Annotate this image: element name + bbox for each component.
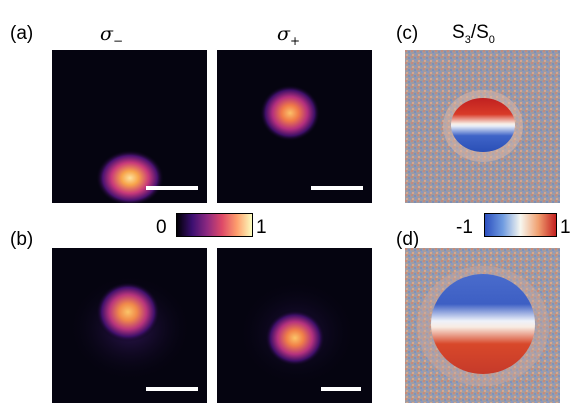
panel-a-sigma-minus-image xyxy=(52,50,207,203)
panel-b-sigma-minus-image xyxy=(52,248,207,403)
scale-bar xyxy=(311,186,363,190)
scale-bar xyxy=(146,387,198,391)
stokes-colorbar-max-label: 1 xyxy=(560,217,571,238)
panel-label-b: (b) xyxy=(10,229,34,250)
panel-label-d: (d) xyxy=(396,229,420,250)
stokes-colorbar-min-label: -1 xyxy=(456,217,473,238)
stokes-colorbar xyxy=(484,213,557,237)
panel-c-stokes-image xyxy=(405,50,560,203)
scale-bar xyxy=(146,186,198,190)
panel-b-sigma-plus-image xyxy=(217,248,372,403)
intensity-colorbar-max-label: 1 xyxy=(256,217,267,238)
panel-label-c: (c) xyxy=(396,23,419,44)
sigma-plus-header: σ+ xyxy=(277,23,301,48)
intensity-colorbar-min-label: 0 xyxy=(156,217,167,238)
scale-bar xyxy=(321,387,361,391)
panel-d-stokes-image xyxy=(405,248,560,403)
sigma-minus-header: σ− xyxy=(100,23,124,48)
panel-a-sigma-plus-image xyxy=(217,50,372,203)
stokes-header: S3/S0 xyxy=(452,22,495,46)
panel-label-a: (a) xyxy=(10,23,34,44)
intensity-colorbar xyxy=(176,213,253,237)
